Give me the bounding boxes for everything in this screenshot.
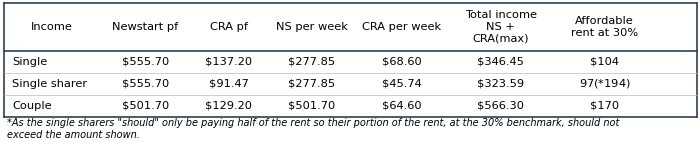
Text: $170: $170	[590, 101, 620, 111]
Text: $45.74: $45.74	[382, 79, 422, 89]
Text: $346.45: $346.45	[477, 57, 524, 67]
Text: Single: Single	[12, 57, 47, 67]
Text: Income: Income	[31, 22, 73, 32]
Text: $555.70: $555.70	[122, 79, 169, 89]
Text: $129.20: $129.20	[205, 101, 252, 111]
Text: Total income
NS +
CRA(max): Total income NS + CRA(max)	[465, 10, 537, 44]
Text: *As the single sharers "should" only be paying half of the rent so their portion: *As the single sharers "should" only be …	[7, 118, 620, 140]
Text: NS per week: NS per week	[276, 22, 348, 32]
Text: $501.70: $501.70	[122, 101, 169, 111]
Text: Affordable
rent at 30%: Affordable rent at 30%	[571, 16, 638, 38]
Text: $104: $104	[590, 57, 620, 67]
Text: $64.60: $64.60	[382, 101, 422, 111]
Text: $137.20: $137.20	[205, 57, 252, 67]
Text: Single sharer: Single sharer	[12, 79, 87, 89]
Text: $277.85: $277.85	[288, 57, 335, 67]
Text: $91.47: $91.47	[209, 79, 248, 89]
Text: Couple: Couple	[12, 101, 52, 111]
Text: $68.60: $68.60	[382, 57, 422, 67]
Text: $323.59: $323.59	[477, 79, 524, 89]
Text: CRA per week: CRA per week	[363, 22, 442, 32]
Text: CRA pf: CRA pf	[210, 22, 248, 32]
Text: $566.30: $566.30	[477, 101, 524, 111]
Bar	[4, 3, 696, 117]
Text: $277.85: $277.85	[288, 79, 335, 89]
Text: $501.70: $501.70	[288, 101, 335, 111]
Text: Newstart pf: Newstart pf	[113, 22, 178, 32]
Text: $97 (*$194): $97 (*$194)	[579, 77, 631, 90]
Text: $555.70: $555.70	[122, 57, 169, 67]
